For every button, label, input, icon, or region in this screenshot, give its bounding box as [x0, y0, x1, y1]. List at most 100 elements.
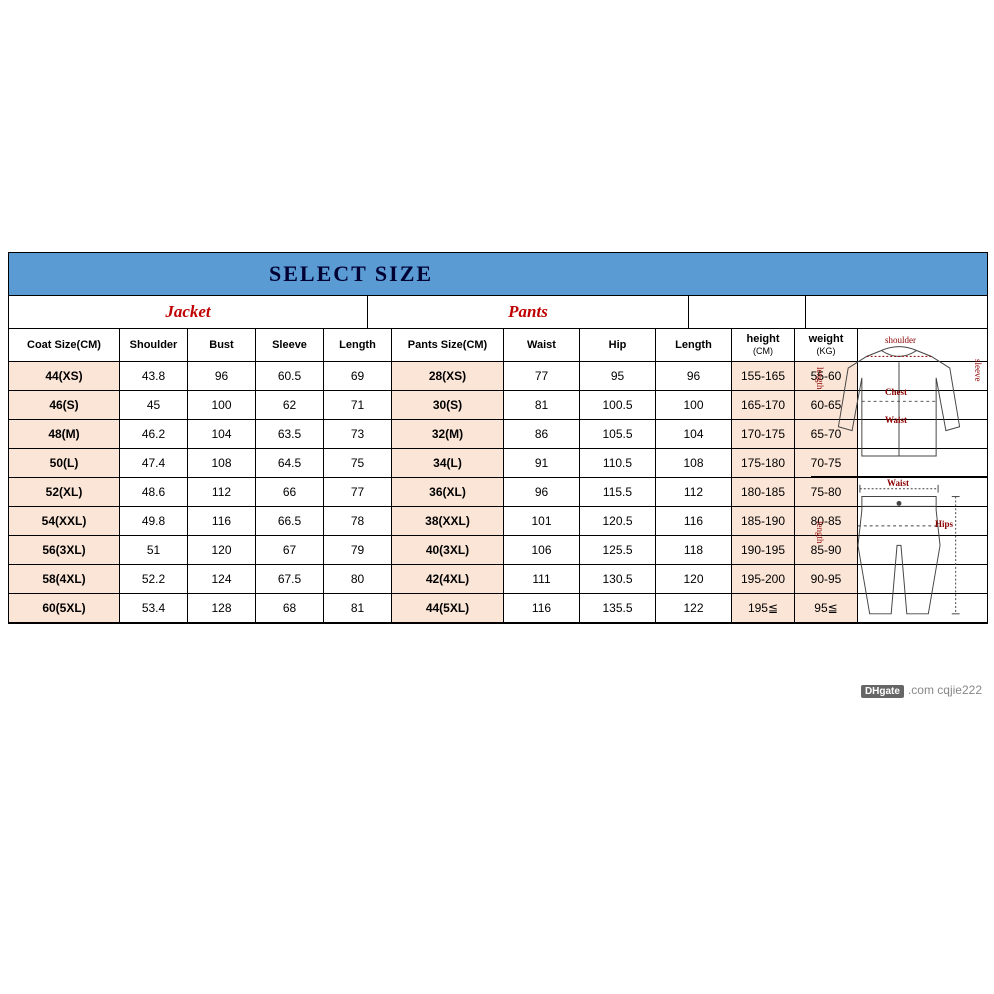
cell: 105.5 — [580, 420, 656, 448]
header-height: height(CM) — [732, 329, 795, 361]
cell: 128 — [188, 594, 256, 622]
watermark-text: .com cqjie222 — [908, 683, 982, 697]
cell: 77 — [504, 362, 580, 390]
cell: 190-195 — [732, 536, 795, 564]
cell: 62 — [256, 391, 324, 419]
cell: 68 — [256, 594, 324, 622]
size-chart: SELECT SIZE Jacket Pants Coat Size(CM) S… — [8, 252, 988, 624]
header-waist: Waist — [504, 329, 580, 361]
cell: 63.5 — [256, 420, 324, 448]
label-pants-length: length — [815, 521, 825, 544]
cell: 96 — [656, 362, 732, 390]
cell: 67.5 — [256, 565, 324, 593]
cell: 155-165 — [732, 362, 795, 390]
section-header-row: Jacket Pants — [9, 296, 987, 329]
cell: 44(5XL) — [392, 594, 504, 622]
cell: 118 — [656, 536, 732, 564]
cell: 170-175 — [732, 420, 795, 448]
label-chest: Chest — [885, 387, 907, 397]
cell: 48.6 — [120, 478, 188, 506]
cell: 108 — [188, 449, 256, 477]
cell: 64.5 — [256, 449, 324, 477]
pants-section-label: Pants — [368, 296, 689, 328]
cell: 46(S) — [9, 391, 120, 419]
label-length: length — [815, 367, 825, 390]
cell: 52(XL) — [9, 478, 120, 506]
cell: 112 — [656, 478, 732, 506]
cell: 60.5 — [256, 362, 324, 390]
cell: 78 — [324, 507, 392, 535]
cell: 80 — [324, 565, 392, 593]
cell: 40(3XL) — [392, 536, 504, 564]
cell: 66 — [256, 478, 324, 506]
cell: 47.4 — [120, 449, 188, 477]
header-coat-size: Coat Size(CM) — [9, 329, 120, 361]
cell: 67 — [256, 536, 324, 564]
label-hips: Hips — [935, 519, 953, 529]
cell: 122 — [656, 594, 732, 622]
canvas: SELECT SIZE Jacket Pants Coat Size(CM) S… — [0, 0, 994, 994]
header-bust: Bust — [188, 329, 256, 361]
cell: 116 — [188, 507, 256, 535]
cell: 130.5 — [580, 565, 656, 593]
cell: 115.5 — [580, 478, 656, 506]
cell: 28(XS) — [392, 362, 504, 390]
label-waist-top: Waist — [885, 415, 907, 425]
pants-diagram: Waist length Hips — [811, 477, 987, 624]
header-shoulder: Shoulder — [120, 329, 188, 361]
watermark: DHgate .com cqjie222 — [861, 683, 982, 698]
cell: 125.5 — [580, 536, 656, 564]
cell: 100 — [188, 391, 256, 419]
cell: 111 — [504, 565, 580, 593]
cell: 73 — [324, 420, 392, 448]
header-pants-size: Pants Size(CM) — [392, 329, 504, 361]
hw-section-spacer — [689, 296, 806, 328]
cell: 116 — [656, 507, 732, 535]
jacket-section-label: Jacket — [9, 296, 368, 328]
cell: 195-200 — [732, 565, 795, 593]
cell: 120 — [656, 565, 732, 593]
cell: 91 — [504, 449, 580, 477]
cell: 175-180 — [732, 449, 795, 477]
cell: 60(5XL) — [9, 594, 120, 622]
label-sleeve: sleeve — [973, 359, 983, 382]
cell: 100.5 — [580, 391, 656, 419]
cell: 49.8 — [120, 507, 188, 535]
cell: 42(4XL) — [392, 565, 504, 593]
cell: 120.5 — [580, 507, 656, 535]
cell: 112 — [188, 478, 256, 506]
cell: 165-170 — [732, 391, 795, 419]
cell: 116 — [504, 594, 580, 622]
chart-body: Coat Size(CM) Shoulder Bust Sleeve Lengt… — [9, 329, 987, 623]
cell: 69 — [324, 362, 392, 390]
label-shoulder: shoulder — [885, 335, 916, 345]
cell: 110.5 — [580, 449, 656, 477]
cell: 185-190 — [732, 507, 795, 535]
watermark-logo: DHgate — [861, 685, 904, 698]
measurement-diagrams: shoulder length sleeve Chest Waist — [811, 329, 987, 623]
cell: 195≦ — [732, 594, 795, 622]
cell: 79 — [324, 536, 392, 564]
diagram-section-spacer — [806, 296, 987, 328]
cell: 34(L) — [392, 449, 504, 477]
cell: 101 — [504, 507, 580, 535]
cell: 38(XXL) — [392, 507, 504, 535]
header-sleeve: Sleeve — [256, 329, 324, 361]
cell: 36(XL) — [392, 478, 504, 506]
header-jacket-length: Length — [324, 329, 392, 361]
shirt-diagram: shoulder length sleeve Chest Waist — [811, 329, 987, 477]
cell: 77 — [324, 478, 392, 506]
cell: 104 — [656, 420, 732, 448]
cell: 52.2 — [120, 565, 188, 593]
cell: 86 — [504, 420, 580, 448]
cell: 54(XXL) — [9, 507, 120, 535]
label-waist-bottom: Waist — [887, 478, 909, 488]
header-pants-length: Length — [656, 329, 732, 361]
cell: 100 — [656, 391, 732, 419]
cell: 81 — [324, 594, 392, 622]
cell: 58(4XL) — [9, 565, 120, 593]
cell: 53.4 — [120, 594, 188, 622]
cell: 48(M) — [9, 420, 120, 448]
cell: 120 — [188, 536, 256, 564]
cell: 66.5 — [256, 507, 324, 535]
